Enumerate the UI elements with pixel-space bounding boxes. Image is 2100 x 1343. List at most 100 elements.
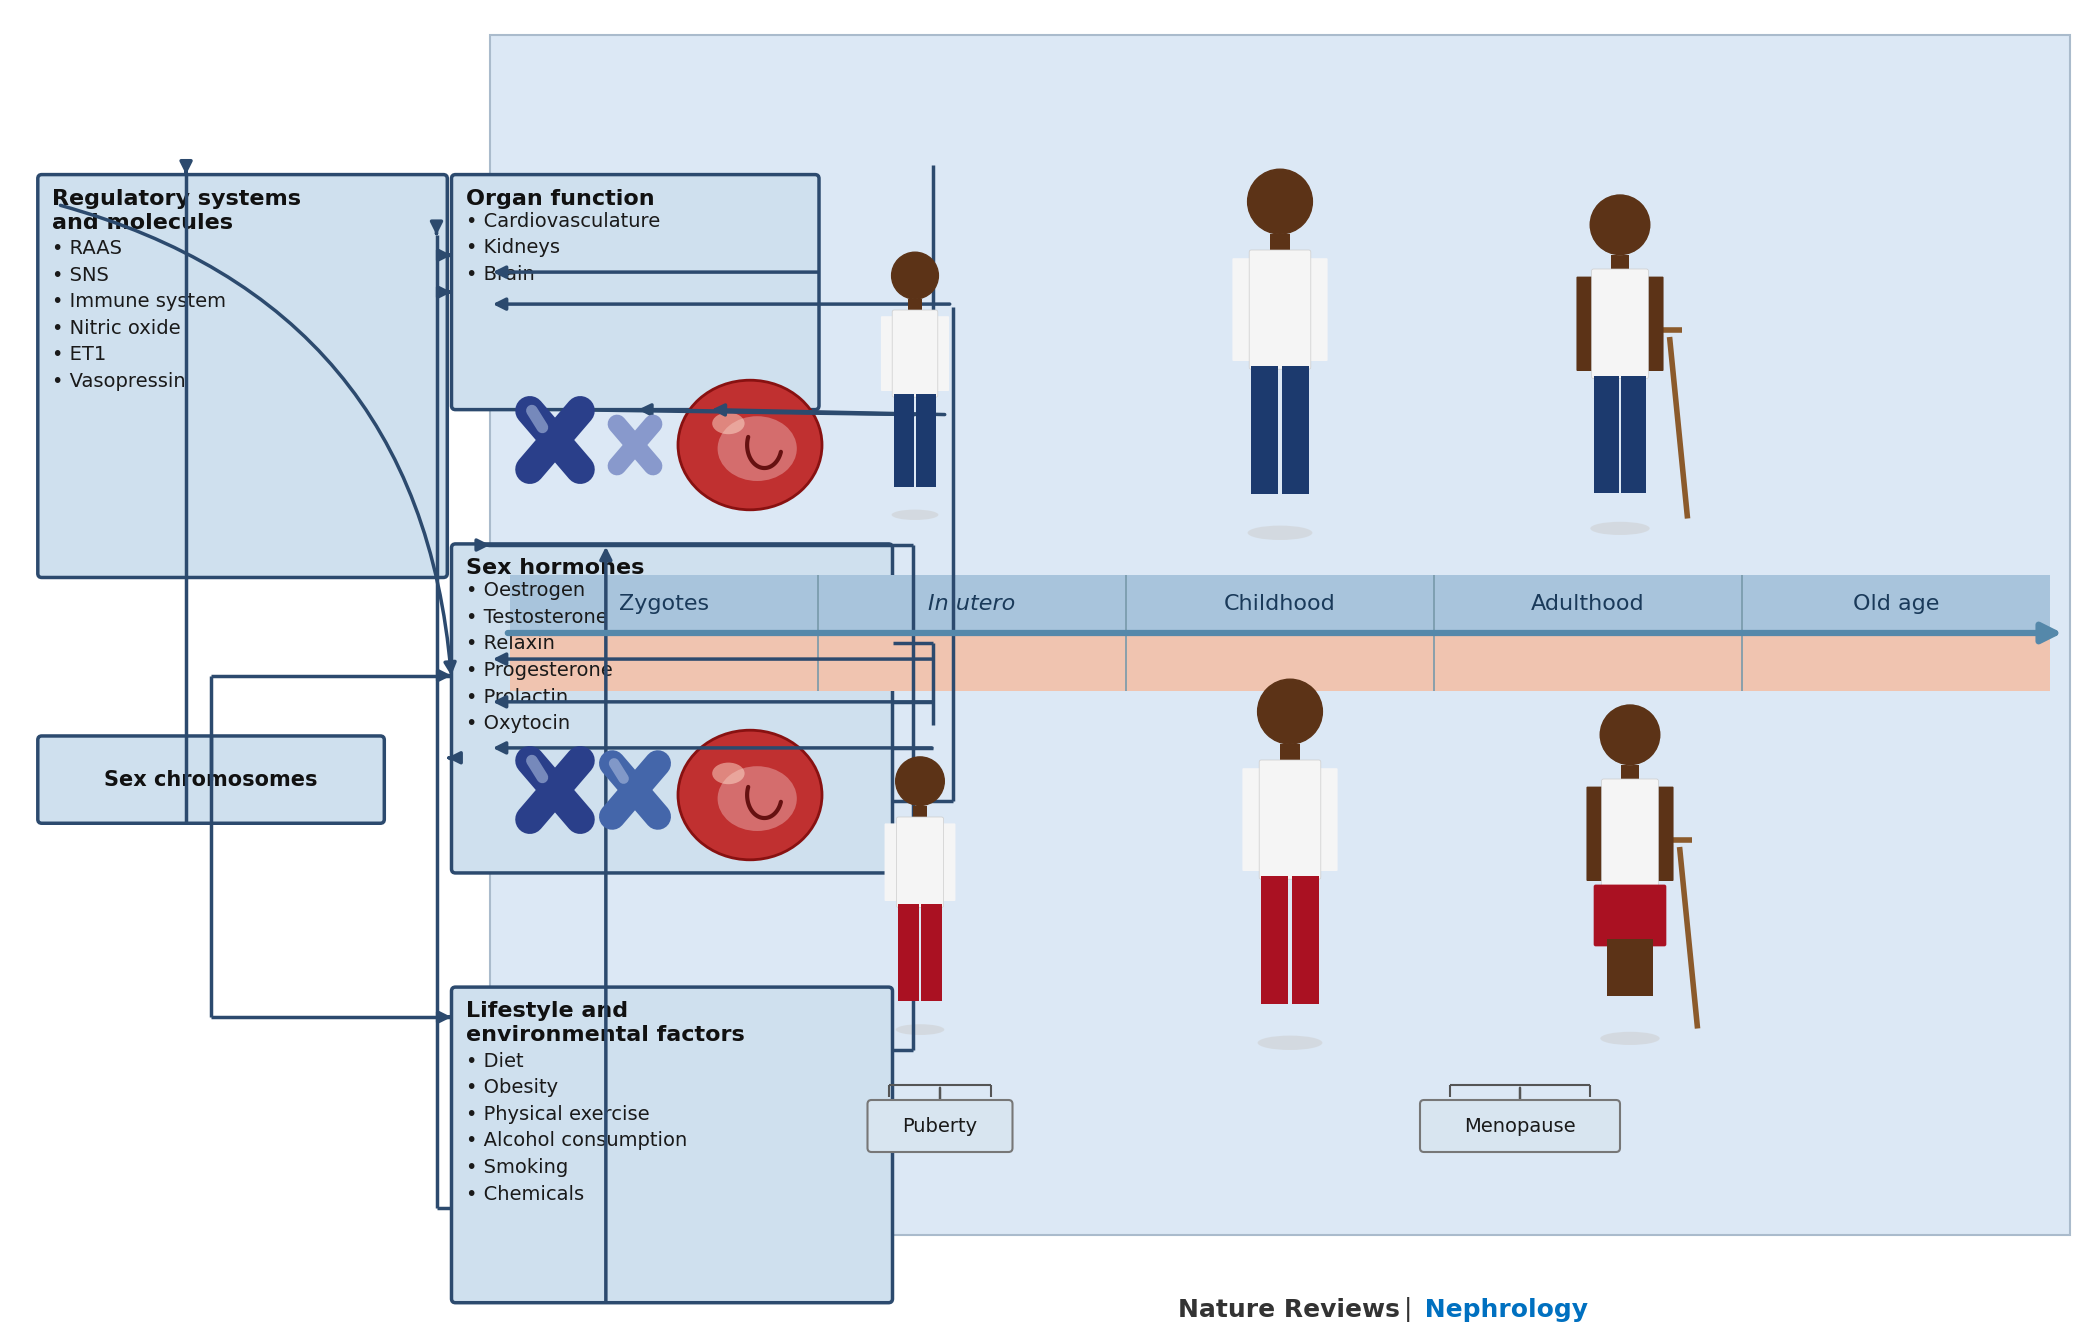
FancyBboxPatch shape <box>916 395 937 488</box>
Circle shape <box>1258 680 1323 744</box>
Text: Sex hormones: Sex hormones <box>466 557 645 577</box>
FancyBboxPatch shape <box>489 35 2071 1236</box>
FancyBboxPatch shape <box>1621 376 1646 493</box>
Text: • Oxytocin: • Oxytocin <box>466 714 569 733</box>
Text: • Cardiovasculature: • Cardiovasculature <box>466 212 659 231</box>
Circle shape <box>630 786 640 795</box>
FancyBboxPatch shape <box>1281 367 1308 494</box>
Circle shape <box>897 757 945 806</box>
Text: Sex chromosomes: Sex chromosomes <box>105 770 317 790</box>
Text: Lifestyle and
environmental factors: Lifestyle and environmental factors <box>466 1001 743 1045</box>
FancyBboxPatch shape <box>1594 376 1619 493</box>
FancyBboxPatch shape <box>38 175 447 577</box>
FancyBboxPatch shape <box>880 316 897 391</box>
FancyBboxPatch shape <box>1252 367 1279 494</box>
FancyBboxPatch shape <box>510 633 2050 692</box>
Text: In utero: In utero <box>928 594 1016 614</box>
Text: • Relaxin: • Relaxin <box>466 634 554 653</box>
Ellipse shape <box>897 1025 945 1035</box>
FancyBboxPatch shape <box>932 316 949 391</box>
Text: Adulthood: Adulthood <box>1531 594 1644 614</box>
FancyBboxPatch shape <box>1250 250 1310 369</box>
Text: • SNS: • SNS <box>52 266 109 285</box>
FancyBboxPatch shape <box>922 904 941 1001</box>
FancyBboxPatch shape <box>1270 234 1289 252</box>
FancyBboxPatch shape <box>914 806 928 819</box>
FancyBboxPatch shape <box>452 544 892 873</box>
Text: • Alcohol consumption: • Alcohol consumption <box>466 1131 687 1151</box>
Ellipse shape <box>678 380 821 510</box>
FancyBboxPatch shape <box>1243 768 1264 872</box>
Text: • Nitric oxide: • Nitric oxide <box>52 318 181 338</box>
FancyBboxPatch shape <box>38 736 384 823</box>
Text: • Kidneys: • Kidneys <box>466 239 559 258</box>
Text: Nature Reviews: Nature Reviews <box>1178 1297 1401 1322</box>
FancyBboxPatch shape <box>867 1100 1012 1152</box>
Text: • ET1: • ET1 <box>52 345 105 364</box>
Circle shape <box>1590 195 1651 255</box>
Text: Old age: Old age <box>1852 594 1938 614</box>
FancyBboxPatch shape <box>1592 269 1648 379</box>
FancyBboxPatch shape <box>1611 255 1630 271</box>
FancyBboxPatch shape <box>895 395 914 488</box>
Text: Zygotes: Zygotes <box>620 594 710 614</box>
Ellipse shape <box>1600 1031 1659 1045</box>
FancyBboxPatch shape <box>1586 787 1606 881</box>
Ellipse shape <box>1247 525 1312 540</box>
Text: • Oestrogen: • Oestrogen <box>466 582 584 600</box>
Text: • Progesterone: • Progesterone <box>466 661 613 680</box>
FancyBboxPatch shape <box>897 817 943 908</box>
Text: • Prolactin: • Prolactin <box>466 688 567 706</box>
Circle shape <box>1247 169 1312 234</box>
Text: Organ function: Organ function <box>466 188 653 208</box>
Circle shape <box>550 784 561 795</box>
Text: • Physical exercise: • Physical exercise <box>466 1105 649 1124</box>
FancyBboxPatch shape <box>1260 760 1321 880</box>
Circle shape <box>1590 195 1651 255</box>
FancyBboxPatch shape <box>1306 258 1327 361</box>
Circle shape <box>892 252 939 299</box>
Ellipse shape <box>718 767 796 831</box>
Ellipse shape <box>1590 522 1651 535</box>
FancyBboxPatch shape <box>1292 876 1319 1005</box>
FancyBboxPatch shape <box>1420 1100 1619 1152</box>
FancyBboxPatch shape <box>1317 768 1338 872</box>
FancyBboxPatch shape <box>1594 885 1665 947</box>
Circle shape <box>1600 705 1659 764</box>
FancyBboxPatch shape <box>1602 779 1659 889</box>
Text: Nephrology: Nephrology <box>1415 1297 1588 1322</box>
Text: • RAAS: • RAAS <box>52 239 122 258</box>
Circle shape <box>1600 705 1659 764</box>
Circle shape <box>1604 709 1655 760</box>
FancyBboxPatch shape <box>907 299 922 312</box>
Text: • Brain: • Brain <box>466 265 533 283</box>
FancyBboxPatch shape <box>1577 277 1596 371</box>
FancyBboxPatch shape <box>510 575 2050 633</box>
Ellipse shape <box>678 731 821 860</box>
Ellipse shape <box>712 763 746 784</box>
FancyBboxPatch shape <box>884 823 901 901</box>
Text: • Smoking: • Smoking <box>466 1158 567 1176</box>
FancyBboxPatch shape <box>1281 744 1300 761</box>
Ellipse shape <box>718 416 796 481</box>
Text: Puberty: Puberty <box>903 1116 979 1135</box>
Ellipse shape <box>1258 1035 1323 1050</box>
Text: Menopause: Menopause <box>1464 1116 1575 1135</box>
FancyBboxPatch shape <box>452 175 819 410</box>
FancyBboxPatch shape <box>892 310 939 398</box>
Circle shape <box>1594 200 1644 250</box>
Circle shape <box>550 435 561 445</box>
FancyBboxPatch shape <box>1606 939 1630 997</box>
FancyBboxPatch shape <box>1630 939 1653 997</box>
Text: • Diet: • Diet <box>466 1052 523 1070</box>
FancyBboxPatch shape <box>1644 277 1663 371</box>
FancyBboxPatch shape <box>452 987 892 1303</box>
FancyBboxPatch shape <box>1653 787 1674 881</box>
Ellipse shape <box>892 509 939 520</box>
Text: • Obesity: • Obesity <box>466 1078 559 1097</box>
FancyBboxPatch shape <box>899 904 920 1001</box>
Text: Regulatory systems
and molecules: Regulatory systems and molecules <box>52 188 300 232</box>
Text: • Immune system: • Immune system <box>52 293 227 312</box>
Text: |: | <box>1403 1297 1411 1323</box>
FancyBboxPatch shape <box>939 823 956 901</box>
